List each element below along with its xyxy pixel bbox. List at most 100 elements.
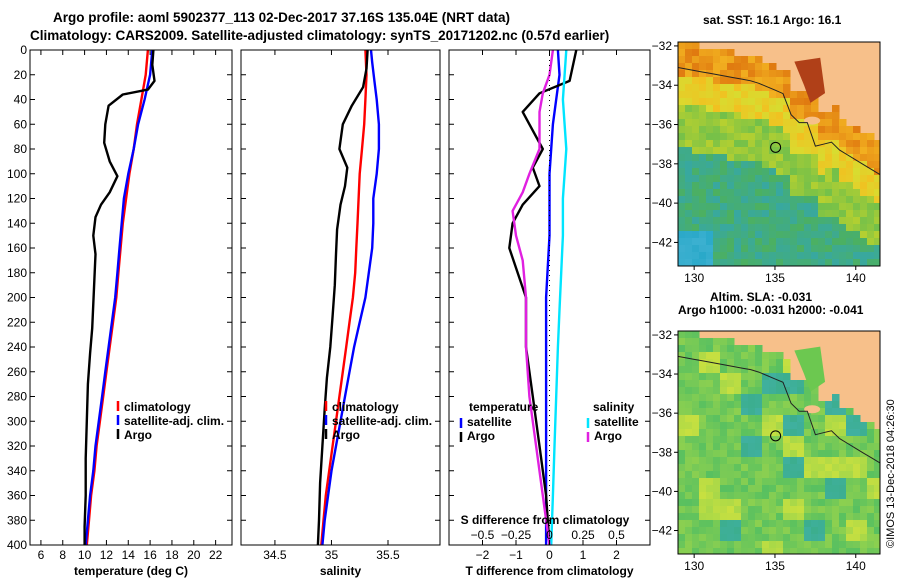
x-tick-label: 35 <box>325 548 339 562</box>
y-tick-label: −40 <box>652 484 673 498</box>
legend-label: Argo <box>467 429 495 443</box>
x-tick-label: 20 <box>187 548 201 562</box>
series-line-difference-1 <box>508 49 578 546</box>
secondary-x-tick-label: 0.5 <box>608 528 625 542</box>
x-tick-label: 14 <box>122 548 136 562</box>
legend-label: Argo <box>594 429 622 443</box>
x-tick-label: 6 <box>38 548 45 562</box>
map-panel-sst-map: 130 135 140 −32 −34 −36 −38 −40 −42 <box>652 39 881 285</box>
title-line-1: Argo profile: aoml 5902377_113 02-Dec-20… <box>53 10 510 25</box>
profile-panel-salinity: 34.5 35 35.5 salinity climatologysatellite-a… <box>240 49 441 578</box>
legend-title-temperature: temperature <box>469 400 539 414</box>
y-tick-label: −40 <box>652 196 673 210</box>
y-tick-label: 180 <box>7 266 27 280</box>
x-tick-label: −1 <box>509 548 523 562</box>
series-line-difference-3 <box>511 49 555 546</box>
secondary-x-tick-label: −0.25 <box>501 528 532 542</box>
x-tick-label: 135 <box>765 271 785 285</box>
plot-frame-temperature <box>29 49 233 546</box>
x-tick-label: 130 <box>684 271 704 285</box>
y-tick-label: 260 <box>7 365 27 379</box>
argo-float-marker <box>770 430 782 442</box>
x-tick-label: 10 <box>78 548 92 562</box>
legend-label: satellite-adj. clim. <box>332 414 432 428</box>
y-tick-label: −34 <box>652 367 673 381</box>
sla-map-subtitle: Argo h1000: -0.031 h2000: -0.041 <box>678 303 864 317</box>
y-tick-label: −38 <box>652 157 673 171</box>
y-tick-label: −32 <box>652 39 673 53</box>
y-tick-label: −42 <box>652 235 673 249</box>
y-tick-label: 280 <box>7 390 27 404</box>
shelf-contour-line <box>678 67 880 176</box>
secondary-axis-label: S difference from climatology <box>461 513 630 527</box>
y-tick-label: −36 <box>652 118 673 132</box>
y-tick-label: 0 <box>20 43 27 57</box>
series-line-salinity-0 <box>320 49 368 546</box>
x-tick-label: 140 <box>846 271 866 285</box>
sla-map-title: Altim. SLA: -0.031 <box>710 290 813 304</box>
x-tick-label: 16 <box>143 548 157 562</box>
map-frame <box>677 41 881 267</box>
title-line-2: Climatology: CARS2009. Satellite-adjuste… <box>30 28 610 43</box>
shelf-contour-line <box>678 355 880 464</box>
profile-panel-temperature: 0 20 40 60 80 100 120 140 160 180 200 220 240 260 280 3… <box>7 43 233 578</box>
x-tick-label: 135 <box>765 559 785 573</box>
y-tick-label: −38 <box>652 445 673 459</box>
legend-label: climatology <box>124 400 191 414</box>
profile-panel-difference: −2 −1 0 1 2 T difference from climatology S di… <box>448 49 651 578</box>
x-tick-label: 8 <box>59 548 66 562</box>
secondary-x-tick-label: 0 <box>546 528 553 542</box>
series-line-temperature-2 <box>83 49 156 545</box>
map-field-sst-map <box>678 42 880 266</box>
x-tick-label: 1 <box>580 548 587 562</box>
y-tick-label: 340 <box>7 464 27 478</box>
kangaroo-island <box>804 116 821 125</box>
y-tick-label: 80 <box>14 142 28 156</box>
y-tick-label: 380 <box>7 513 27 527</box>
y-tick-label: 300 <box>7 414 27 428</box>
series-line-temperature-1 <box>84 49 154 546</box>
y-tick-label: 220 <box>7 315 27 329</box>
map-frame <box>677 330 881 555</box>
series-line-salinity-1 <box>321 49 381 546</box>
y-tick-label: 100 <box>7 167 27 181</box>
y-tick-label: 40 <box>14 93 28 107</box>
x-tick-label: 140 <box>846 559 866 573</box>
y-tick-label: 320 <box>7 439 27 453</box>
x-tick-label: 22 <box>209 548 223 562</box>
x-tick-label: 12 <box>100 548 114 562</box>
x-tick-label: −2 <box>476 548 490 562</box>
series-line-salinity-2 <box>316 49 369 546</box>
kangaroo-island <box>804 405 821 414</box>
y-tick-label: 360 <box>7 489 27 503</box>
series-line-difference-0 <box>544 49 561 545</box>
x-tick-label: 0 <box>546 548 553 562</box>
legend-label: Argo <box>124 428 152 442</box>
x-tick-label: 35.5 <box>376 548 400 562</box>
legend-label: satellite-adj. clim. <box>124 414 224 428</box>
y-tick-label: −36 <box>652 406 673 420</box>
gulf-water <box>794 346 826 392</box>
secondary-x-tick-label: −0.5 <box>471 528 495 542</box>
map-field-sla-map <box>678 331 880 554</box>
y-tick-label: 60 <box>14 117 28 131</box>
legend-label: Argo <box>332 428 360 442</box>
y-tick-label: 160 <box>7 241 27 255</box>
y-tick-label: −42 <box>652 524 673 538</box>
sst-map-title: sat. SST: 16.1 Argo: 16.1 <box>703 13 842 27</box>
argo-float-marker <box>770 141 782 153</box>
x-axis-label-difference: T difference from climatology <box>465 564 633 578</box>
legend-label: climatology <box>332 400 399 414</box>
x-tick-label: 18 <box>165 548 179 562</box>
y-tick-label: 240 <box>7 340 27 354</box>
y-tick-label: −34 <box>652 78 673 92</box>
gulf-warm-water <box>794 57 826 103</box>
series-line-difference-2 <box>550 49 568 546</box>
y-tick-label: 20 <box>14 68 28 82</box>
legend-label: satellite <box>594 415 639 429</box>
plot-frame-salinity <box>240 49 441 546</box>
secondary-x-tick-label: 0.25 <box>571 528 595 542</box>
y-tick-label: 200 <box>7 291 27 305</box>
x-tick-label: 34.5 <box>263 548 287 562</box>
